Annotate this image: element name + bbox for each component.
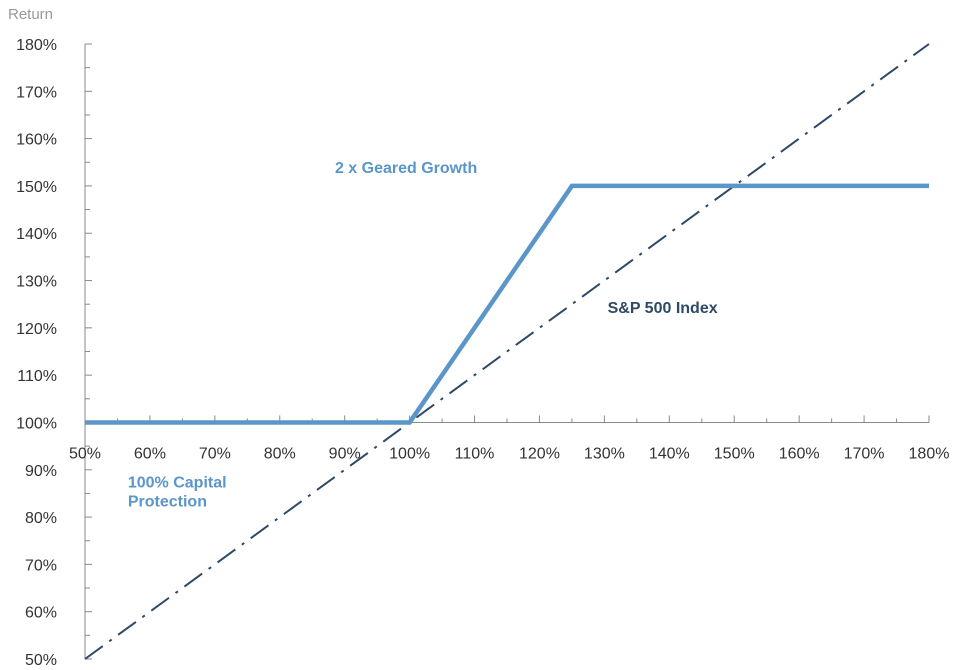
x-tick-label: 50% <box>69 445 101 462</box>
y-tick-label: 60% <box>25 605 57 622</box>
x-tick-label: 120% <box>519 445 560 462</box>
x-tick-label: 170% <box>844 445 885 462</box>
y-tick-label: 110% <box>17 368 57 385</box>
sp500-index-line <box>84 43 930 660</box>
y-tick-label: 100% <box>16 415 57 432</box>
y-tick-label: 150% <box>16 179 57 196</box>
y-tick-labels: 180% 170% 160% 150% 140% 130% 120% 110% 100% 90% 8… <box>16 37 57 669</box>
y-tick-label: 160% <box>16 132 57 149</box>
y-tick-label: 80% <box>25 510 57 527</box>
x-tick-label: 110% <box>455 445 495 462</box>
y-tick-label: 90% <box>25 463 57 480</box>
annotation-geared-growth: 2 x Geared Growth <box>335 160 477 177</box>
y-tick-label: 140% <box>16 226 57 243</box>
x-tick-label: 150% <box>714 445 755 462</box>
x-tick-label: 60% <box>134 445 166 462</box>
y-tick-label: 170% <box>16 84 57 101</box>
x-tick-label: 80% <box>264 445 296 462</box>
y-tick-label: 50% <box>25 652 57 669</box>
x-tick-label: 160% <box>779 445 820 462</box>
y-tick-label: 70% <box>25 557 57 574</box>
y-tick-label: 180% <box>16 37 57 54</box>
series-lines <box>84 43 930 660</box>
x-tick-label: 100% <box>389 445 430 462</box>
y-axis-title: Return <box>8 6 53 23</box>
x-tick-label: 140% <box>649 445 690 462</box>
x-tick-label: 180% <box>909 445 950 462</box>
annotations: 2 x Geared Growth S&P 500 Index 100% Capit… <box>128 160 718 511</box>
y-tick-label: 130% <box>16 274 57 291</box>
y-tick-label: 120% <box>16 321 57 338</box>
x-tick-label: 90% <box>329 445 361 462</box>
annotation-sp500-index: S&P 500 Index <box>608 300 718 317</box>
x-tick-label: 130% <box>584 445 625 462</box>
annotation-capital-protection: 100% Capital Protection <box>128 475 227 511</box>
x-tick-label: 70% <box>199 445 231 462</box>
x-tick-labels: 50% 60% 70% 80% 90% 100% 110% 120% 130% 140% 150% 1… <box>69 445 949 462</box>
geared-growth-line <box>85 183 929 425</box>
